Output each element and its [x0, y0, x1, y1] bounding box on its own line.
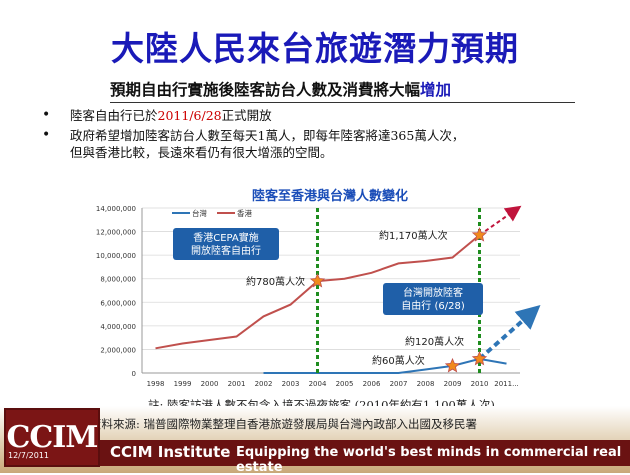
x-tick-label: 2010	[471, 380, 489, 388]
x-tick-label: 2009	[444, 380, 462, 388]
slide-subtitle: 預期自由行實施後陸客訪台人數及消費將大幅增加	[110, 78, 575, 103]
annotation-tw-60: 約60萬人次	[372, 354, 425, 367]
x-tick-label: 2011...	[494, 380, 519, 388]
annotation-hk-780: 約780萬人次	[246, 275, 305, 288]
x-tick-label: 2007	[390, 380, 408, 388]
x-tick-label: 2006	[363, 380, 381, 388]
callout-tw-event-box	[383, 283, 483, 315]
y-tick-label: 2,000,000	[100, 346, 136, 354]
star-marker	[309, 273, 326, 288]
callout-hk-event-box	[173, 228, 279, 260]
trend-arrow-hongkong	[478, 205, 522, 236]
x-tick-label: 1999	[174, 380, 192, 388]
y-tick-label: 6,000,000	[100, 299, 136, 307]
legend-label-taiwan: 台灣	[192, 208, 207, 218]
bullet1-suffix: 正式開放	[221, 108, 272, 123]
x-tick-label: 2003	[282, 380, 300, 388]
y-tick-label: 12,000,000	[96, 229, 136, 237]
subtitle-main: 預期自由行實施後陸客訪台人數及消費將大幅	[110, 80, 421, 99]
y-tick-label: 4,000,000	[100, 323, 136, 331]
institute-name: CCIM Institute	[110, 443, 231, 461]
bullet1-date: 2011/6/28	[157, 108, 222, 123]
tagline: Equipping the world's best minds in comm…	[236, 445, 622, 475]
annotation-tw-120: 約120萬人次	[405, 335, 464, 348]
star-marker	[471, 350, 488, 366]
x-tick-label: 2002	[255, 380, 273, 388]
star-marker	[471, 227, 488, 242]
x-tick-label: 1998	[147, 380, 165, 388]
legend-label-hongkong: 香港	[237, 208, 252, 218]
y-tick-label: 0	[132, 370, 136, 378]
y-tick-label: 10,000,000	[96, 252, 136, 260]
trend-arrow-taiwan	[478, 304, 541, 361]
source-text: 資料來源: 瑞普國際物業整理自香港旅遊發展局與台灣內政部入出國及移民署	[90, 417, 478, 431]
callout-hk-event-label: 開放陸客自由行	[191, 244, 261, 257]
bullet2-line2: 但與香港比較，長遠來看仍有很大增漲的空間。	[70, 145, 333, 160]
chart-title: 陸客至香港與台灣人數變化	[251, 189, 408, 204]
x-tick-label: 2004	[309, 380, 327, 388]
callout-hk-event-label: 香港CEPA實施	[193, 231, 259, 244]
slide-title: 大陸人民來台旅遊潛力預期	[111, 29, 519, 68]
series-line-taiwan	[263, 357, 507, 374]
subtitle-highlight: 增加	[420, 80, 452, 99]
star-marker	[444, 357, 461, 373]
y-tick-label: 14,000,000	[96, 205, 136, 213]
bullet1-prefix: 陸客自由行已於	[70, 108, 158, 123]
y-tick-label: 8,000,000	[100, 276, 136, 284]
bullet-list: 陸客自由行已於2011/6/28正式開放 政府希望增加陸客訪台人數至每天1萬人，…	[42, 107, 612, 164]
x-tick-label: 2008	[417, 380, 435, 388]
callout-tw-event-label: 台灣開放陸客	[403, 286, 463, 299]
tagline-bar	[100, 440, 630, 466]
x-tick-label: 2000	[201, 380, 219, 388]
callout-tw-event-label: 自由行 (6/28)	[401, 299, 465, 312]
bullet-item: 陸客自由行已於2011/6/28正式開放	[42, 107, 612, 124]
ccim-logo: CCIM	[4, 408, 100, 467]
annotation-hk-1170: 約1,170萬人次	[379, 229, 448, 242]
x-tick-label: 2005	[336, 380, 354, 388]
bullet-item: 政府希望增加陸客訪台人數至每天1萬人，即每年陸客將達365萬人次， 但與香港比較，…	[42, 127, 612, 161]
x-tick-label: 2001	[228, 380, 246, 388]
bullet2-line1: 政府希望增加陸客訪台人數至每天1萬人，即每年陸客將達365萬人次，	[70, 128, 465, 143]
date-stamp: 12/7/2011	[8, 451, 50, 460]
